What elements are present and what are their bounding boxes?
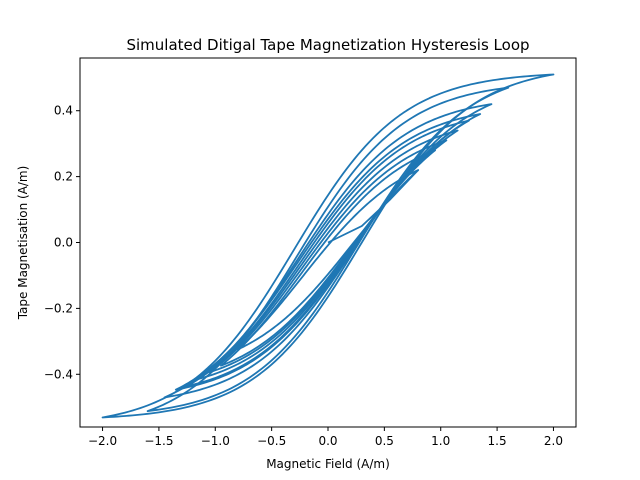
hysteresis-loop (220, 149, 436, 367)
y-tick-label: 0.2 (54, 170, 73, 184)
y-axis: −0.4 −0.2 0.0 0.2 0.4 (44, 104, 80, 381)
x-tick-label: −1.5 (144, 434, 173, 448)
x-tick-label: 1.5 (488, 434, 507, 448)
plot-area (101, 73, 555, 419)
y-axis-label: Tape Magnetisation (A/m) (16, 166, 30, 321)
hysteresis-loop (163, 103, 493, 399)
x-axis-label: Magnetic Field (A/m) (266, 457, 390, 471)
hysteresis-loop (236, 169, 420, 351)
y-tick-label: −0.2 (44, 301, 73, 315)
y-tick-label: 0.4 (54, 104, 73, 118)
x-tick-label: −1.0 (201, 434, 230, 448)
x-tick-label: 0.0 (318, 434, 337, 448)
x-tick-label: −0.5 (257, 434, 286, 448)
y-tick-label: −0.4 (44, 367, 73, 381)
chart-title: Simulated Ditigal Tape Magnetization Hys… (126, 36, 529, 54)
x-tick-label: −2.0 (88, 434, 117, 448)
x-tick-label: 1.0 (431, 434, 450, 448)
hysteresis-loop (146, 86, 510, 413)
hysteresis-loop (101, 73, 555, 419)
x-tick-label: 0.5 (375, 434, 394, 448)
x-axis: −2.0 −1.5 −1.0 −0.5 0.0 0.5 1.0 1.5 2.0 (88, 427, 563, 448)
hysteresis-loop (174, 113, 482, 391)
x-tick-label: 2.0 (544, 434, 563, 448)
y-tick-label: 0.0 (54, 236, 73, 250)
